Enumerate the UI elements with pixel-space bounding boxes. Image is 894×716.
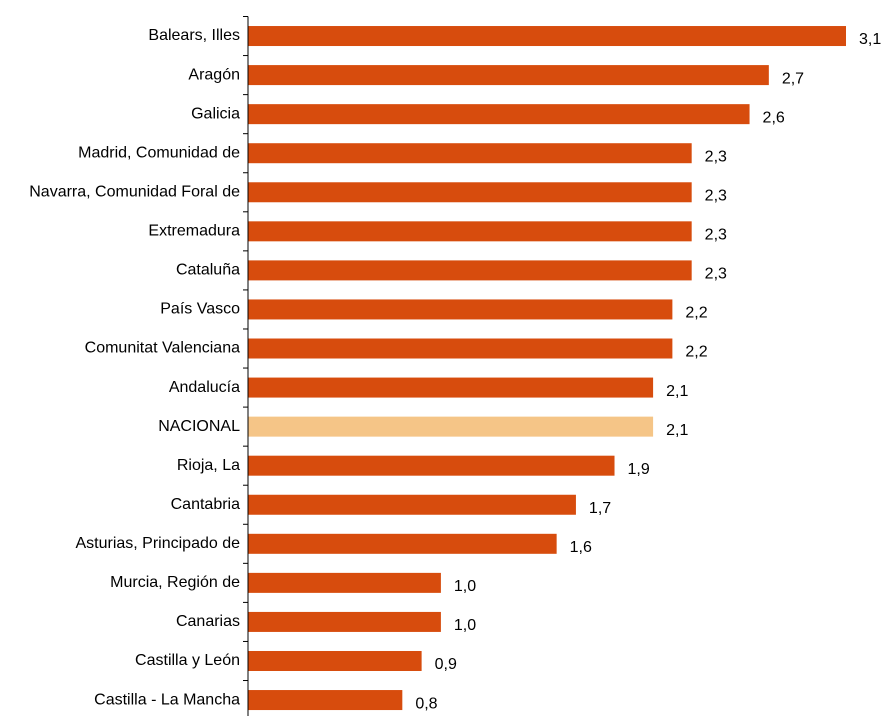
- value-label: 1,0: [454, 578, 476, 595]
- category-label: Balears, Illes: [148, 27, 240, 44]
- category-label: Rioja, La: [177, 457, 240, 474]
- category-label: Galicia: [191, 105, 240, 122]
- bar: [248, 338, 673, 359]
- bar: [248, 650, 422, 671]
- value-label: 2,3: [705, 148, 727, 165]
- value-label: 1,7: [589, 500, 611, 517]
- category-label: Madrid, Comunidad de: [78, 144, 240, 161]
- value-label: 0,8: [415, 695, 437, 712]
- bar: [248, 533, 557, 554]
- category-label: Andalucía: [169, 379, 240, 396]
- bar: [248, 416, 654, 437]
- category-label: Navarra, Comunidad Foral de: [29, 183, 240, 200]
- value-label: 2,3: [705, 187, 727, 204]
- bar: [248, 377, 654, 398]
- category-label: Extremadura: [148, 223, 240, 240]
- bar: [248, 690, 403, 711]
- value-label: 1,6: [570, 539, 592, 556]
- bar: [248, 26, 846, 47]
- bar: [248, 494, 576, 515]
- bar: [248, 572, 441, 593]
- category-label: Cantabria: [171, 496, 240, 513]
- value-label: 2,1: [666, 383, 688, 400]
- category-label: Murcia, Región de: [110, 574, 240, 591]
- category-label: NACIONAL: [158, 418, 240, 435]
- value-label: 2,7: [782, 70, 804, 87]
- value-label: 0,9: [435, 656, 457, 673]
- category-label: Canarias: [176, 613, 240, 630]
- category-label: Aragón: [188, 66, 240, 83]
- bar: [248, 143, 692, 164]
- category-label: Asturias, Principado de: [75, 535, 240, 552]
- category-label: Castilla - La Mancha: [94, 691, 240, 708]
- bar: [248, 65, 769, 86]
- category-label: País Vasco: [160, 301, 240, 318]
- value-label: 2,2: [685, 344, 707, 361]
- value-label: 1,0: [454, 617, 476, 634]
- value-label: 1,9: [628, 461, 650, 478]
- value-label: 2,6: [763, 109, 785, 126]
- bar: [248, 182, 692, 203]
- category-label: Cataluña: [176, 262, 240, 279]
- value-label: 2,1: [666, 422, 688, 439]
- bar: [248, 221, 692, 242]
- value-label: 2,3: [705, 266, 727, 283]
- bar: [248, 260, 692, 281]
- bar: [248, 299, 673, 320]
- bar: [248, 611, 441, 632]
- category-label: Comunitat Valenciana: [85, 340, 240, 357]
- bar: [248, 455, 615, 476]
- value-label: 3,1: [859, 31, 881, 48]
- value-label: 2,3: [705, 227, 727, 244]
- value-label: 2,2: [685, 305, 707, 322]
- bar: [248, 104, 750, 125]
- category-label: Castilla y León: [135, 652, 240, 669]
